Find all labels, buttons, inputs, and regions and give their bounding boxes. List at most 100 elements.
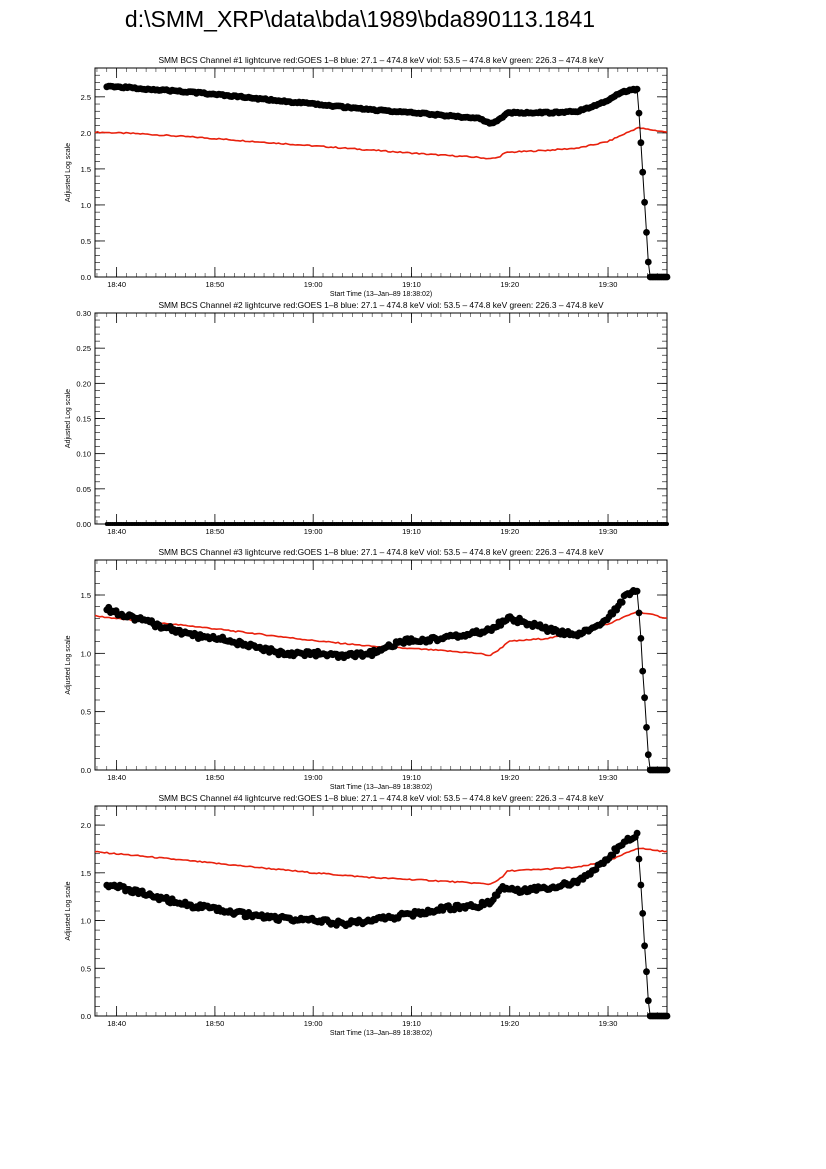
bcs-data-point bbox=[644, 258, 652, 266]
x-tick-label: 19:30 bbox=[599, 773, 618, 782]
bcs-data-point bbox=[633, 829, 641, 837]
bcs-data-point bbox=[644, 751, 652, 759]
y-tick-label: 0.30 bbox=[76, 309, 91, 318]
bcs-data-point bbox=[635, 609, 643, 617]
series-black bbox=[103, 82, 671, 281]
y-tick-label: 0.20 bbox=[76, 379, 91, 388]
bcs-data-point bbox=[637, 881, 645, 889]
bcs-data-point bbox=[637, 139, 645, 147]
y-tick-label: 1.0 bbox=[81, 649, 91, 658]
chart-panel-2: SMM BCS Channel #2 lightcurve red:GOES 1… bbox=[65, 300, 669, 536]
x-tick-label: 18:40 bbox=[107, 1019, 126, 1028]
plot-frame bbox=[94, 312, 668, 525]
series-red bbox=[94, 126, 667, 160]
plot-frame bbox=[94, 67, 668, 278]
bcs-data-point bbox=[637, 635, 645, 642]
bcs-data-point bbox=[663, 1012, 671, 1020]
x-axis-label: Start Time (13–Jan–89 18:38:02) bbox=[330, 784, 432, 791]
series-red bbox=[94, 847, 668, 886]
series-black bbox=[103, 587, 671, 774]
y-tick-label: 1.0 bbox=[81, 917, 91, 926]
bcs-data-point bbox=[644, 997, 652, 1005]
x-tick-label: 19:20 bbox=[500, 527, 519, 536]
bcs-data-point bbox=[643, 724, 650, 731]
bcs-curve-line bbox=[106, 85, 667, 278]
x-tick-label: 18:50 bbox=[206, 527, 225, 536]
y-tick-label: 2.5 bbox=[81, 93, 91, 102]
x-tick-label: 19:20 bbox=[500, 1019, 519, 1028]
y-tick-label: 0.15 bbox=[76, 415, 91, 424]
x-tick-label: 19:00 bbox=[304, 280, 323, 289]
bcs-data-point bbox=[633, 85, 641, 93]
x-tick-label: 19:20 bbox=[500, 280, 519, 289]
x-tick-label: 19:30 bbox=[599, 1019, 618, 1028]
x-tick-label: 19:10 bbox=[402, 1019, 421, 1028]
y-tick-label: 0.0 bbox=[81, 1012, 91, 1021]
y-tick-label: 0.5 bbox=[81, 237, 91, 246]
x-axis-label: Start Time (13–Jan–89 18:38:02) bbox=[330, 291, 432, 298]
y-tick-label: 0.0 bbox=[81, 273, 91, 282]
bcs-data-point bbox=[641, 198, 648, 206]
chart-title: SMM BCS Channel #3 lightcurve red:GOES 1… bbox=[158, 547, 603, 557]
y-tick-label: 0.0 bbox=[81, 766, 91, 775]
bcs-data-point bbox=[639, 910, 647, 917]
bcs-data-point bbox=[641, 942, 648, 950]
y-tick-label: 0.05 bbox=[76, 485, 91, 494]
bcs-data-point bbox=[635, 109, 643, 117]
y-tick-label: 0.5 bbox=[81, 964, 91, 973]
chart-title: SMM BCS Channel #4 lightcurve red:GOES 1… bbox=[158, 793, 603, 803]
plot-frame bbox=[94, 805, 668, 1017]
bcs-data-point bbox=[639, 667, 647, 675]
y-tick-label: 1.5 bbox=[81, 591, 91, 600]
y-tick-label: 1.5 bbox=[81, 165, 91, 174]
bcs-data-point bbox=[663, 273, 671, 281]
x-tick-label: 18:50 bbox=[206, 280, 225, 289]
x-tick-label: 18:50 bbox=[206, 1019, 225, 1028]
bcs-data-point bbox=[618, 598, 626, 606]
y-tick-label: 0.5 bbox=[81, 708, 91, 717]
series-black bbox=[104, 522, 669, 526]
bcs-data-point bbox=[641, 694, 648, 702]
chart-panel-1: SMM BCS Channel #1 lightcurve red:GOES 1… bbox=[65, 55, 671, 298]
bcs-data-point bbox=[633, 587, 641, 595]
page-title: d:\SMM_XRP\data\bda\1989\bda890113.1841 bbox=[124, 6, 596, 32]
x-tick-label: 19:10 bbox=[402, 773, 421, 782]
bcs-data-point bbox=[635, 855, 643, 863]
x-axis-label: Start Time (13–Jan–89 18:38:02) bbox=[330, 1030, 432, 1037]
chart-title: SMM BCS Channel #1 lightcurve red:GOES 1… bbox=[158, 55, 603, 65]
y-tick-label: 1.5 bbox=[81, 869, 91, 878]
x-tick-label: 18:40 bbox=[107, 527, 126, 536]
x-tick-label: 19:00 bbox=[304, 1019, 323, 1028]
y-tick-label: 0.00 bbox=[76, 520, 91, 529]
x-tick-label: 19:00 bbox=[304, 773, 323, 782]
y-tick-label: 1.0 bbox=[81, 201, 91, 210]
bcs-data-point bbox=[643, 968, 650, 976]
x-tick-label: 18:40 bbox=[107, 773, 126, 782]
series-black bbox=[103, 829, 671, 1020]
x-tick-label: 19:00 bbox=[304, 527, 323, 536]
y-tick-label: 2.0 bbox=[81, 129, 91, 138]
x-tick-label: 19:10 bbox=[402, 527, 421, 536]
y-tick-label: 0.25 bbox=[76, 344, 91, 353]
y-tick-label: 0.10 bbox=[76, 450, 91, 459]
bcs-data-point bbox=[663, 766, 671, 774]
x-tick-label: 19:30 bbox=[599, 527, 618, 536]
x-tick-label: 18:50 bbox=[206, 773, 225, 782]
chart-panel-4: SMM BCS Channel #4 lightcurve red:GOES 1… bbox=[65, 793, 671, 1037]
bcs-data-point bbox=[665, 522, 669, 526]
bcs-data-point bbox=[643, 229, 650, 236]
y-axis-label: Adjusted Log scale bbox=[65, 389, 72, 448]
goes-curve bbox=[94, 847, 668, 886]
bcs-curve-line bbox=[106, 589, 667, 771]
goes-curve bbox=[94, 126, 667, 160]
plot-frame bbox=[94, 559, 668, 771]
chart-title: SMM BCS Channel #2 lightcurve red:GOES 1… bbox=[158, 300, 603, 310]
x-tick-label: 19:10 bbox=[402, 280, 421, 289]
chart-panel-3: SMM BCS Channel #3 lightcurve red:GOES 1… bbox=[65, 547, 671, 791]
y-axis-label: Adjusted Log scale bbox=[65, 143, 72, 202]
x-tick-label: 18:40 bbox=[107, 280, 126, 289]
x-tick-label: 19:20 bbox=[500, 773, 519, 782]
y-tick-label: 2.0 bbox=[81, 821, 91, 830]
x-tick-label: 19:30 bbox=[599, 280, 618, 289]
